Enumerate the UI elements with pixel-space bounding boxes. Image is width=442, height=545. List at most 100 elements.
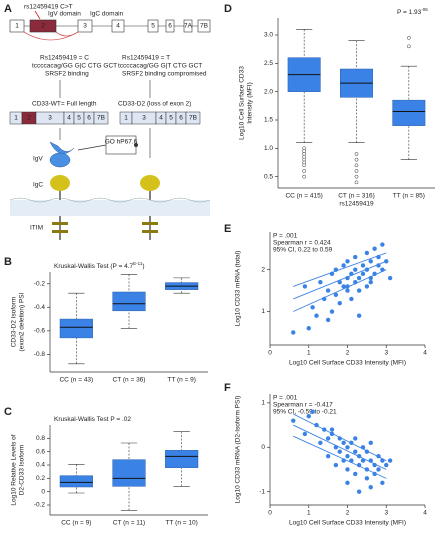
x-tick-label: 1: [307, 510, 311, 517]
point: [310, 305, 315, 310]
annotation: P = .001: [273, 395, 298, 402]
y-axis-title: (exon2 deletion) PSI: [19, 292, 26, 351]
panel-label: A: [4, 3, 12, 15]
exon-label: 2: [27, 115, 31, 122]
y-axis-title: Log10 Cell Surface CD33: [239, 66, 246, 140]
exon-label: 6: [87, 115, 91, 122]
exon-label: 1: [15, 23, 19, 30]
x-tick-label: 2: [346, 350, 350, 357]
outlier: [354, 169, 359, 173]
exon-label: 4: [67, 115, 71, 122]
motif: ITIM: [30, 225, 43, 232]
x-axis-title: Log10 Cell Surface CD33 Intensity (MFI): [289, 360, 406, 367]
x-tick-label: 3: [384, 510, 388, 517]
point: [364, 250, 370, 256]
domain-label: IgV domain: [48, 11, 81, 18]
box: [59, 318, 93, 339]
y-tick-label: 1: [261, 400, 265, 407]
point: [353, 471, 358, 477]
point: [349, 296, 354, 302]
annotation: P = 1.93-06: [397, 7, 428, 16]
point: [368, 440, 373, 446]
x-tick-label: 3: [384, 350, 388, 357]
annotation: Kruskal-Wallis Test (P = 4.7E-11): [54, 261, 145, 270]
outlier: [354, 157, 359, 162]
exon-label: 5: [169, 115, 173, 122]
panel-label: E: [224, 223, 231, 235]
y-axis-title: Log10 CD33 mRNA (total): [235, 251, 242, 327]
point: [345, 453, 350, 459]
point: [387, 458, 393, 463]
x-tick-label: 0: [268, 510, 272, 517]
allele: Rs12459419 = T: [122, 55, 170, 62]
x-tick-label: CT (n = 316): [338, 193, 375, 200]
point: [341, 284, 346, 289]
y-tick-label: -1: [259, 488, 265, 495]
point: [387, 275, 393, 281]
domain: IgV: [33, 156, 43, 163]
y-tick-label: 2: [261, 266, 265, 273]
point: [329, 427, 335, 432]
point: [345, 467, 350, 472]
x-tick-label: TT (n = 10): [166, 520, 198, 527]
point: [325, 317, 331, 323]
exon-label: 7B: [189, 115, 197, 122]
annotation: Kruskal-Wallis Test P = .02: [54, 416, 131, 423]
annotation: Spearman r = -0.417: [273, 402, 333, 409]
exon-label: 7B: [97, 115, 105, 122]
point: [364, 284, 370, 289]
panel-label: B: [4, 256, 12, 268]
y-tick-label: 0.2: [36, 475, 45, 482]
exon-label: 1: [124, 115, 128, 122]
gene-diagram: rs12459419 C>T IgV domain IgC domain 1 2…: [9, 4, 211, 240]
x-tick-label: CT (n = 11): [113, 520, 145, 527]
point: [314, 313, 319, 318]
box: [59, 475, 93, 488]
y-tick-label: -0.6: [34, 328, 46, 335]
d2-transcript: [119, 111, 201, 125]
annotation: 95% CI, -0.59 to -0.21: [273, 409, 337, 416]
x-tick-label: 4: [423, 510, 427, 517]
panel-label: C: [4, 406, 12, 418]
x-tick-label: TT (n = 85): [393, 193, 425, 200]
y-axis-title: Log10 CD33 mRNA (D2-Isoform PSI): [235, 396, 242, 504]
annotation: 95% CI, 0.22 to 0.59: [273, 247, 333, 254]
annotation-part: Kruskal-Wallis Test (P = 4.7: [54, 263, 134, 270]
exon-label: 3: [48, 115, 52, 122]
x-tick-label: 4: [423, 350, 427, 357]
point: [345, 480, 350, 485]
exon-label: 7A: [184, 23, 193, 30]
box: [112, 291, 146, 312]
exon-label: 3: [83, 23, 87, 30]
point: [353, 449, 358, 454]
point: [372, 246, 377, 251]
fit-line: [293, 260, 387, 300]
point: [368, 280, 373, 285]
fit-line: [293, 424, 387, 470]
point: [353, 436, 358, 441]
allele: Rs12459419 = C: [40, 55, 89, 62]
y-tick-label: 0.4: [36, 462, 45, 469]
sequence: tccccacag/GG G|C CTG GCT: [32, 63, 117, 70]
point: [356, 275, 362, 281]
y-tick-label: 1.0: [264, 145, 273, 152]
isoform: CD33-WT= Full length: [32, 101, 97, 108]
y-tick-label: 1: [261, 308, 265, 315]
y-tick-label: 0.8: [36, 435, 45, 442]
confidence-line: [293, 413, 387, 462]
outlier: [302, 169, 307, 173]
point: [353, 254, 358, 260]
exon-label: 7B: [200, 23, 208, 30]
outlier: [302, 174, 307, 179]
x-axis-title: rs12459419: [339, 201, 374, 208]
confidence-line: [293, 269, 387, 312]
outlier: [354, 180, 359, 185]
confidence-line: [293, 252, 387, 287]
point: [318, 440, 323, 446]
x-tick-label: CT (n = 36): [113, 377, 146, 384]
point: [310, 409, 315, 414]
superscript: -06: [421, 7, 428, 12]
point: [345, 445, 350, 450]
x-tick-label: CC (n = 43): [59, 377, 93, 384]
annotation: P = .001: [273, 233, 298, 240]
